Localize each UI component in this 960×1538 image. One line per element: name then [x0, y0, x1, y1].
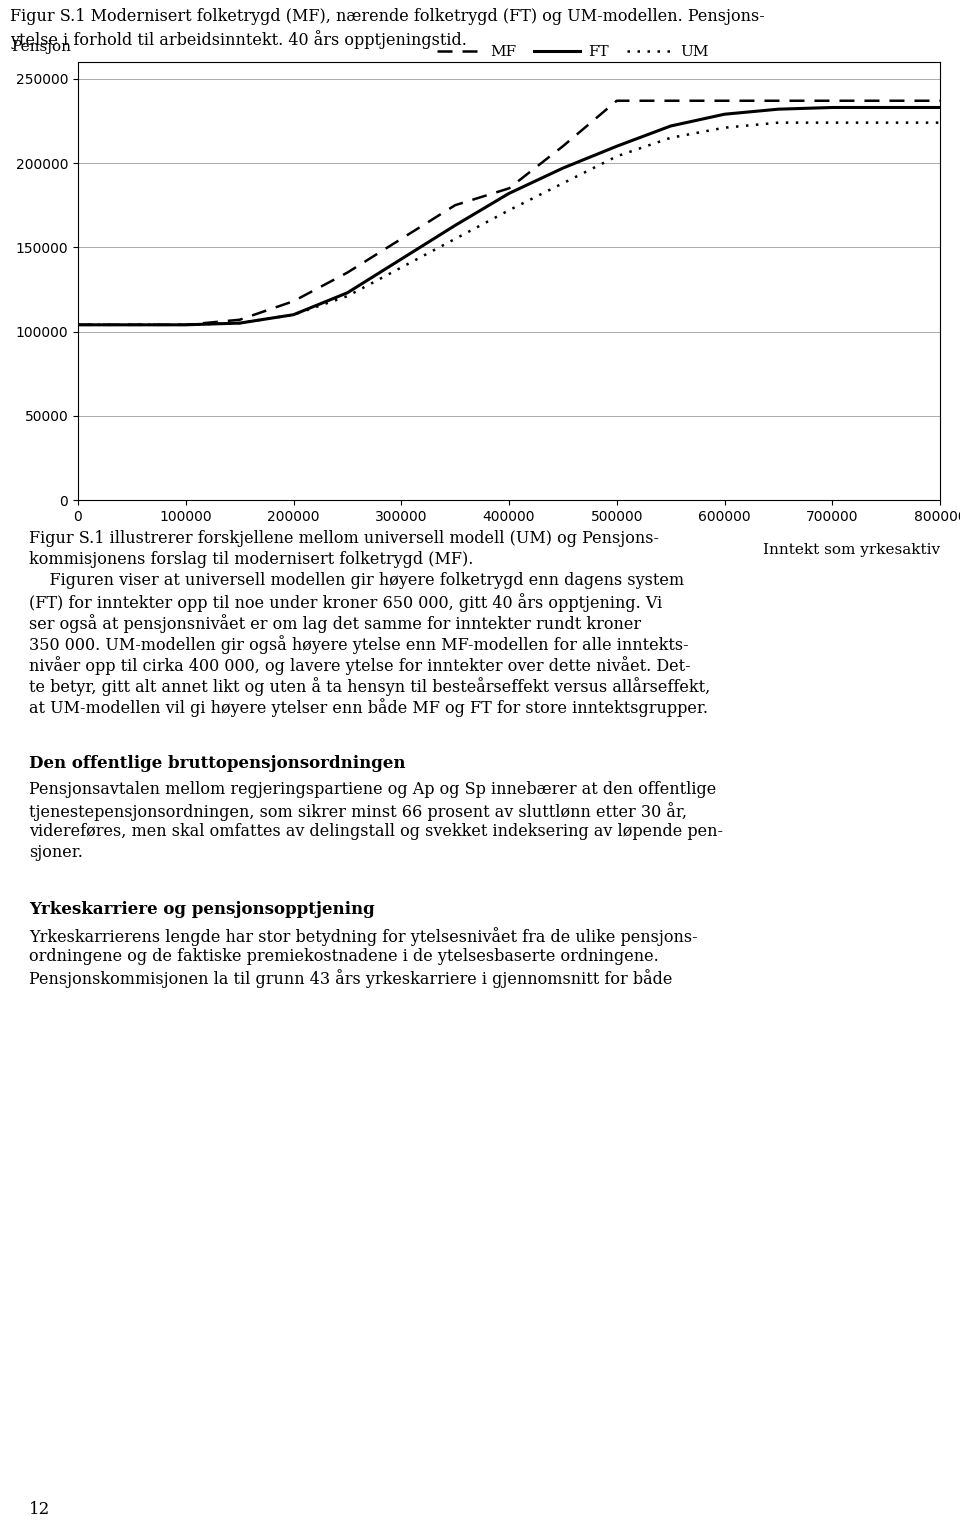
- Text: nivåer opp til cirka 400 000, og lavere ytelse for inntekter over dette nivået. : nivåer opp til cirka 400 000, og lavere …: [29, 657, 690, 675]
- Text: Den offentlige bruttopensjonsordningen: Den offentlige bruttopensjonsordningen: [29, 755, 405, 772]
- Text: Yrkeskarrierens lengde har stor betydning for ytelsesnivået fra de ulike pensjon: Yrkeskarrierens lengde har stor betydnin…: [29, 927, 697, 946]
- Text: 350 000. UM-modellen gir også høyere ytelse enn MF-modellen for alle inntekts-: 350 000. UM-modellen gir også høyere yte…: [29, 635, 688, 654]
- Text: at UM-modellen vil gi høyere ytelser enn både MF og FT for store inntektsgrupper: at UM-modellen vil gi høyere ytelser enn…: [29, 698, 708, 717]
- Text: (FT) for inntekter opp til noe under kroner 650 000, gitt 40 års opptjening. Vi: (FT) for inntekter opp til noe under kro…: [29, 594, 662, 612]
- Text: tjenestepensjonsordningen, som sikrer minst 66 prosent av sluttlønn etter 30 år,: tjenestepensjonsordningen, som sikrer mi…: [29, 801, 686, 821]
- Text: Figur S.1 illustrerer forskjellene mellom universell modell (UM) og Pensjons-: Figur S.1 illustrerer forskjellene mello…: [29, 531, 659, 548]
- Text: Yrkeskarriere og pensjonsopptjening: Yrkeskarriere og pensjonsopptjening: [29, 901, 374, 918]
- Text: Pensjonsavtalen mellom regjeringspartiene og Ap og Sp innebærer at den offentlig: Pensjonsavtalen mellom regjeringspartien…: [29, 781, 716, 798]
- Text: Inntekt som yrkesaktiv: Inntekt som yrkesaktiv: [763, 543, 940, 557]
- Text: ser også at pensjonsnivået er om lag det samme for inntekter rundt kroner: ser også at pensjonsnivået er om lag det…: [29, 614, 641, 634]
- Text: ytelse i forhold til arbeidsinntekt. 40 års opptjeningstid.: ytelse i forhold til arbeidsinntekt. 40 …: [10, 31, 467, 49]
- Legend: MF, FT, UM: MF, FT, UM: [430, 38, 715, 65]
- Text: te betyr, gitt alt annet likt og uten å ta hensyn til besteårseffekt versus allå: te betyr, gitt alt annet likt og uten å …: [29, 677, 710, 695]
- Text: Pensjon: Pensjon: [11, 40, 71, 54]
- Text: ordningene og de faktiske premiekostnadene i de ytelsesbaserte ordningene.: ordningene og de faktiske premiekostnade…: [29, 947, 659, 964]
- Text: Figur S.1 Modernisert folketrygd (MF), nærende folketrygd (FT) og UM-modellen. P: Figur S.1 Modernisert folketrygd (MF), n…: [10, 8, 764, 25]
- Text: 12: 12: [29, 1501, 50, 1518]
- Text: videreføres, men skal omfattes av delingstall og svekket indeksering av løpende : videreføres, men skal omfattes av deling…: [29, 823, 723, 840]
- Text: sjoner.: sjoner.: [29, 844, 83, 861]
- Text: Figuren viser at universell modellen gir høyere folketrygd enn dagens system: Figuren viser at universell modellen gir…: [29, 572, 684, 589]
- Text: Pensjonskommisjonen la til grunn 43 års yrkeskarriere i gjennomsnitt for både: Pensjonskommisjonen la til grunn 43 års …: [29, 969, 672, 987]
- Text: kommisjonens forslag til modernisert folketrygd (MF).: kommisjonens forslag til modernisert fol…: [29, 551, 473, 568]
